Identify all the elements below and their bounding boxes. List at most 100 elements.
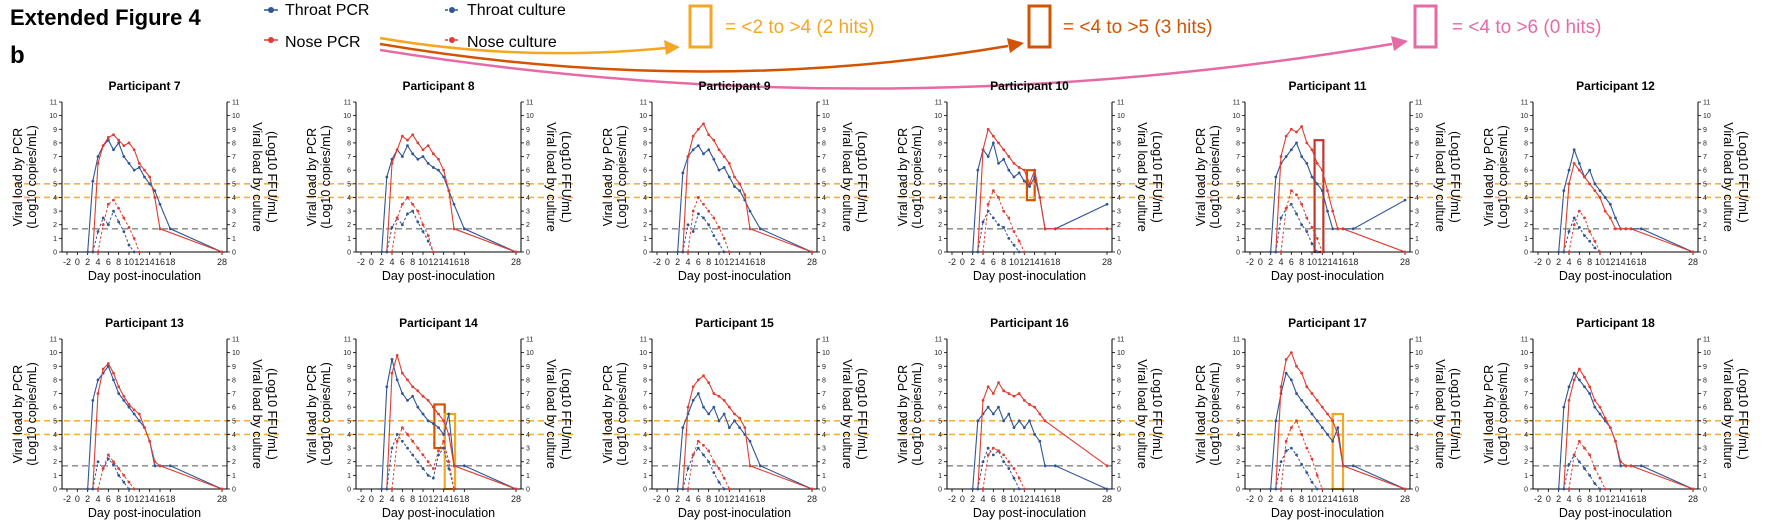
y2-axis-title-line1: Viral load by culture bbox=[544, 359, 558, 469]
point-throat-pcr bbox=[681, 171, 685, 175]
y2-tick-label: 11 bbox=[1117, 337, 1124, 344]
y-tick-label: 6 bbox=[53, 168, 57, 175]
point-nose-pcr bbox=[1022, 168, 1026, 172]
y-tick-label: 0 bbox=[347, 487, 351, 494]
point-nose-pcr bbox=[112, 133, 115, 137]
y2-tick-label: 11 bbox=[526, 337, 533, 344]
point-throat-culture bbox=[1572, 216, 1576, 220]
point-throat-pcr bbox=[1310, 175, 1314, 179]
y2-axis-title-line2: (Log10 FFU/mL) bbox=[1150, 368, 1164, 460]
y-tick-label: 9 bbox=[938, 364, 942, 371]
y-tick-label: 2 bbox=[938, 459, 942, 466]
point-throat-pcr bbox=[406, 144, 409, 148]
point-throat-culture bbox=[1562, 487, 1566, 491]
point-throat-pcr bbox=[1002, 157, 1006, 161]
point-nose-pcr bbox=[1012, 394, 1016, 398]
point-nose-culture bbox=[1577, 439, 1581, 443]
y2-tick-label: 1 bbox=[526, 236, 530, 243]
point-throat-culture bbox=[722, 487, 726, 491]
y-tick-label: 5 bbox=[1236, 418, 1240, 425]
x-tick-label: 28 bbox=[1102, 257, 1112, 267]
point-nose-culture bbox=[1007, 460, 1011, 464]
series-line-nose-culture bbox=[687, 440, 730, 490]
y2-tick-label: 1 bbox=[1117, 473, 1121, 480]
y2-tick-label: 8 bbox=[822, 140, 826, 147]
callout-swatch-3 bbox=[1413, 4, 1438, 49]
point-nose-culture bbox=[1310, 226, 1314, 229]
point-throat-pcr bbox=[437, 426, 440, 430]
y-tick-label: 8 bbox=[1236, 377, 1240, 384]
x-tick-label: 4 bbox=[1566, 494, 1571, 504]
point-nose-pcr bbox=[1310, 392, 1314, 395]
point-nose-culture bbox=[132, 236, 136, 240]
y2-axis-title-line1: Viral load by culture bbox=[544, 122, 558, 232]
point-nose-pcr bbox=[997, 381, 1000, 385]
x-tick-label: 6 bbox=[696, 257, 701, 267]
point-nose-pcr bbox=[437, 412, 440, 416]
point-throat-pcr bbox=[1577, 161, 1581, 165]
x-tick-label: 10 bbox=[124, 257, 134, 267]
x-tick-label: 16 bbox=[449, 257, 459, 267]
y2-axis-title-line1: Viral load by culture bbox=[1433, 359, 1447, 469]
point-throat-pcr bbox=[1562, 405, 1566, 409]
point-nose-culture bbox=[727, 487, 731, 491]
y-tick-label: 6 bbox=[347, 405, 351, 412]
point-nose-pcr bbox=[1572, 161, 1576, 165]
point-nose-culture bbox=[686, 487, 690, 491]
panel-title: Participant 8 bbox=[402, 79, 474, 93]
point-nose-pcr bbox=[1305, 141, 1309, 145]
y2-tick-label: 3 bbox=[526, 209, 530, 216]
participant-panel: Participant 120 01 12 23 34 45 56 67 78 89 910 1011… bbox=[1482, 79, 1750, 283]
y2-tick-label: 10 bbox=[526, 113, 534, 120]
point-throat-pcr bbox=[1598, 412, 1602, 416]
point-nose-culture bbox=[1583, 446, 1586, 450]
x-tick-label: 18 bbox=[755, 257, 765, 267]
callout-label-1: = <2 to >4 (2 hits) bbox=[725, 17, 874, 38]
point-nose-pcr bbox=[122, 144, 126, 148]
y-tick-label: 5 bbox=[643, 418, 647, 425]
y-tick-label: 8 bbox=[53, 140, 57, 147]
point-nose-pcr bbox=[1295, 130, 1298, 134]
point-nose-pcr bbox=[1028, 182, 1031, 186]
y-tick-label: 5 bbox=[347, 418, 351, 425]
y-tick-label: 4 bbox=[938, 432, 942, 439]
x-axis-title: Day post-inoculation bbox=[382, 269, 495, 283]
y2-tick-label: 10 bbox=[1117, 350, 1125, 357]
y-axis-title-line1: Viral load by PCR bbox=[1482, 365, 1496, 463]
y-tick-label: 9 bbox=[938, 127, 942, 134]
x-tick-label: 2 bbox=[675, 257, 680, 267]
y-tick-label: 3 bbox=[1524, 209, 1528, 216]
y-tick-label: 11 bbox=[1521, 100, 1528, 107]
point-nose-pcr bbox=[1022, 398, 1026, 402]
y-axis-title-line2: (Log10 copies/mL) bbox=[910, 125, 924, 229]
point-nose-pcr bbox=[1320, 168, 1324, 172]
x-tick-label: 8 bbox=[1299, 494, 1304, 504]
point-nose-pcr bbox=[112, 371, 115, 375]
y2-tick-label: 2 bbox=[1117, 459, 1121, 466]
y2-tick-label: 0 bbox=[1415, 250, 1419, 257]
x-tick-label: 6 bbox=[1577, 494, 1582, 504]
x-tick-label: 8 bbox=[1587, 257, 1592, 267]
series-line-throat-pcr bbox=[1558, 371, 1694, 490]
x-tick-label: 0 bbox=[75, 257, 80, 267]
point-throat-pcr bbox=[1002, 419, 1006, 423]
point-nose-culture bbox=[411, 202, 415, 206]
series-line-throat-culture bbox=[1563, 453, 1601, 490]
x-tick-label: 14 bbox=[1616, 257, 1626, 267]
y2-tick-label: 4 bbox=[822, 432, 826, 439]
point-throat-pcr bbox=[1295, 392, 1298, 395]
x-tick-label: 14 bbox=[439, 494, 449, 504]
y2-tick-label: 2 bbox=[1415, 222, 1419, 229]
x-tick-label: 16 bbox=[1626, 257, 1636, 267]
callout-arrowhead-1 bbox=[664, 40, 680, 55]
point-nose-pcr bbox=[127, 403, 131, 406]
point-nose-pcr bbox=[122, 394, 126, 398]
legend-marker-throat-pcr bbox=[268, 7, 274, 13]
y2-tick-label: 11 bbox=[1415, 337, 1422, 344]
x-tick-label: 4 bbox=[980, 494, 985, 504]
x-tick-label: 0 bbox=[369, 257, 374, 267]
point-nose-culture bbox=[686, 250, 690, 254]
point-nose-culture bbox=[442, 439, 446, 443]
point-nose-pcr bbox=[1295, 364, 1298, 368]
x-tick-label: 16 bbox=[155, 257, 165, 267]
